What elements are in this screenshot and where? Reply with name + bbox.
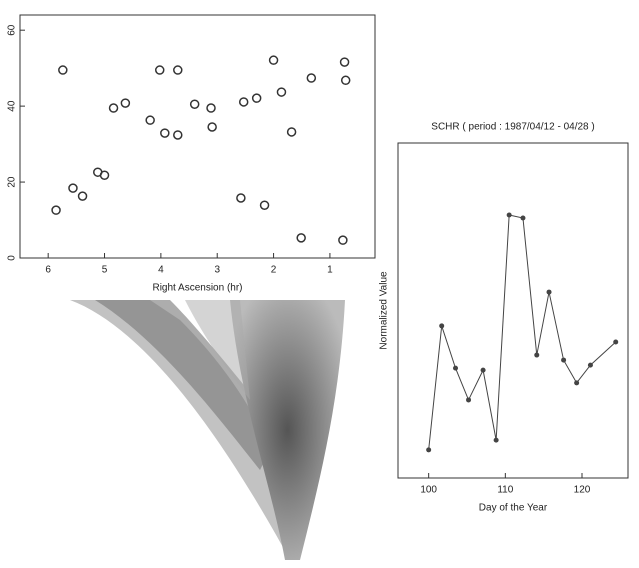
- point: [120, 98, 131, 108]
- point: [99, 170, 110, 180]
- point: [480, 367, 486, 373]
- point: [154, 65, 165, 75]
- point: [68, 183, 78, 193]
- point: [340, 75, 351, 86]
- x-axis-label: Right Ascension (hr): [152, 283, 242, 294]
- point: [276, 87, 287, 97]
- point: [338, 235, 348, 245]
- grayscale-image: [70, 300, 345, 560]
- point: [561, 357, 567, 363]
- point: [206, 103, 216, 113]
- x-tick-label: 1: [327, 265, 333, 276]
- point: [520, 215, 526, 221]
- point: [286, 127, 297, 137]
- plot-frame: [397, 142, 629, 479]
- x-tick-label: 100: [420, 485, 437, 496]
- chart-title: SCHR ( period : 1987/04/12 - 04/28 ): [431, 122, 594, 133]
- point: [251, 93, 262, 103]
- point: [493, 437, 499, 443]
- line: [428, 214, 617, 450]
- point: [439, 323, 445, 329]
- point: [173, 65, 183, 75]
- point: [259, 200, 270, 210]
- x-tick-label: 5: [102, 265, 108, 276]
- y-tick-label: 0: [7, 255, 18, 261]
- y-tick-label: 60: [7, 24, 18, 36]
- point: [58, 65, 68, 75]
- point: [108, 103, 119, 113]
- plot-frame: [19, 14, 376, 259]
- point: [306, 73, 317, 83]
- y-tick-label: 20: [7, 176, 18, 188]
- point: [613, 339, 619, 345]
- point: [534, 352, 540, 358]
- x-tick-label: 3: [214, 265, 220, 276]
- point: [574, 380, 580, 386]
- point: [453, 365, 458, 371]
- point: [339, 57, 350, 67]
- x-tick-label: 2: [271, 265, 277, 276]
- point: [207, 122, 217, 132]
- point: [506, 212, 512, 218]
- point: [296, 233, 306, 243]
- point: [466, 397, 472, 403]
- y-axis-label: Normalized Value: [379, 271, 390, 350]
- point: [51, 205, 61, 215]
- point: [268, 55, 279, 65]
- point: [587, 362, 593, 368]
- y-tick-label: 40: [7, 100, 18, 112]
- x-tick-label: 110: [497, 485, 513, 496]
- point: [189, 99, 200, 109]
- point: [236, 193, 246, 203]
- x-axis-label: Day of the Year: [479, 503, 548, 514]
- point: [145, 115, 155, 125]
- point: [546, 289, 552, 295]
- point: [426, 447, 432, 453]
- point: [160, 128, 170, 138]
- x-tick-label: 4: [158, 265, 164, 276]
- x-tick-label: 6: [45, 265, 51, 276]
- x-tick-label: 120: [574, 485, 591, 496]
- point: [238, 97, 249, 107]
- point: [77, 191, 88, 201]
- point: [173, 130, 183, 140]
